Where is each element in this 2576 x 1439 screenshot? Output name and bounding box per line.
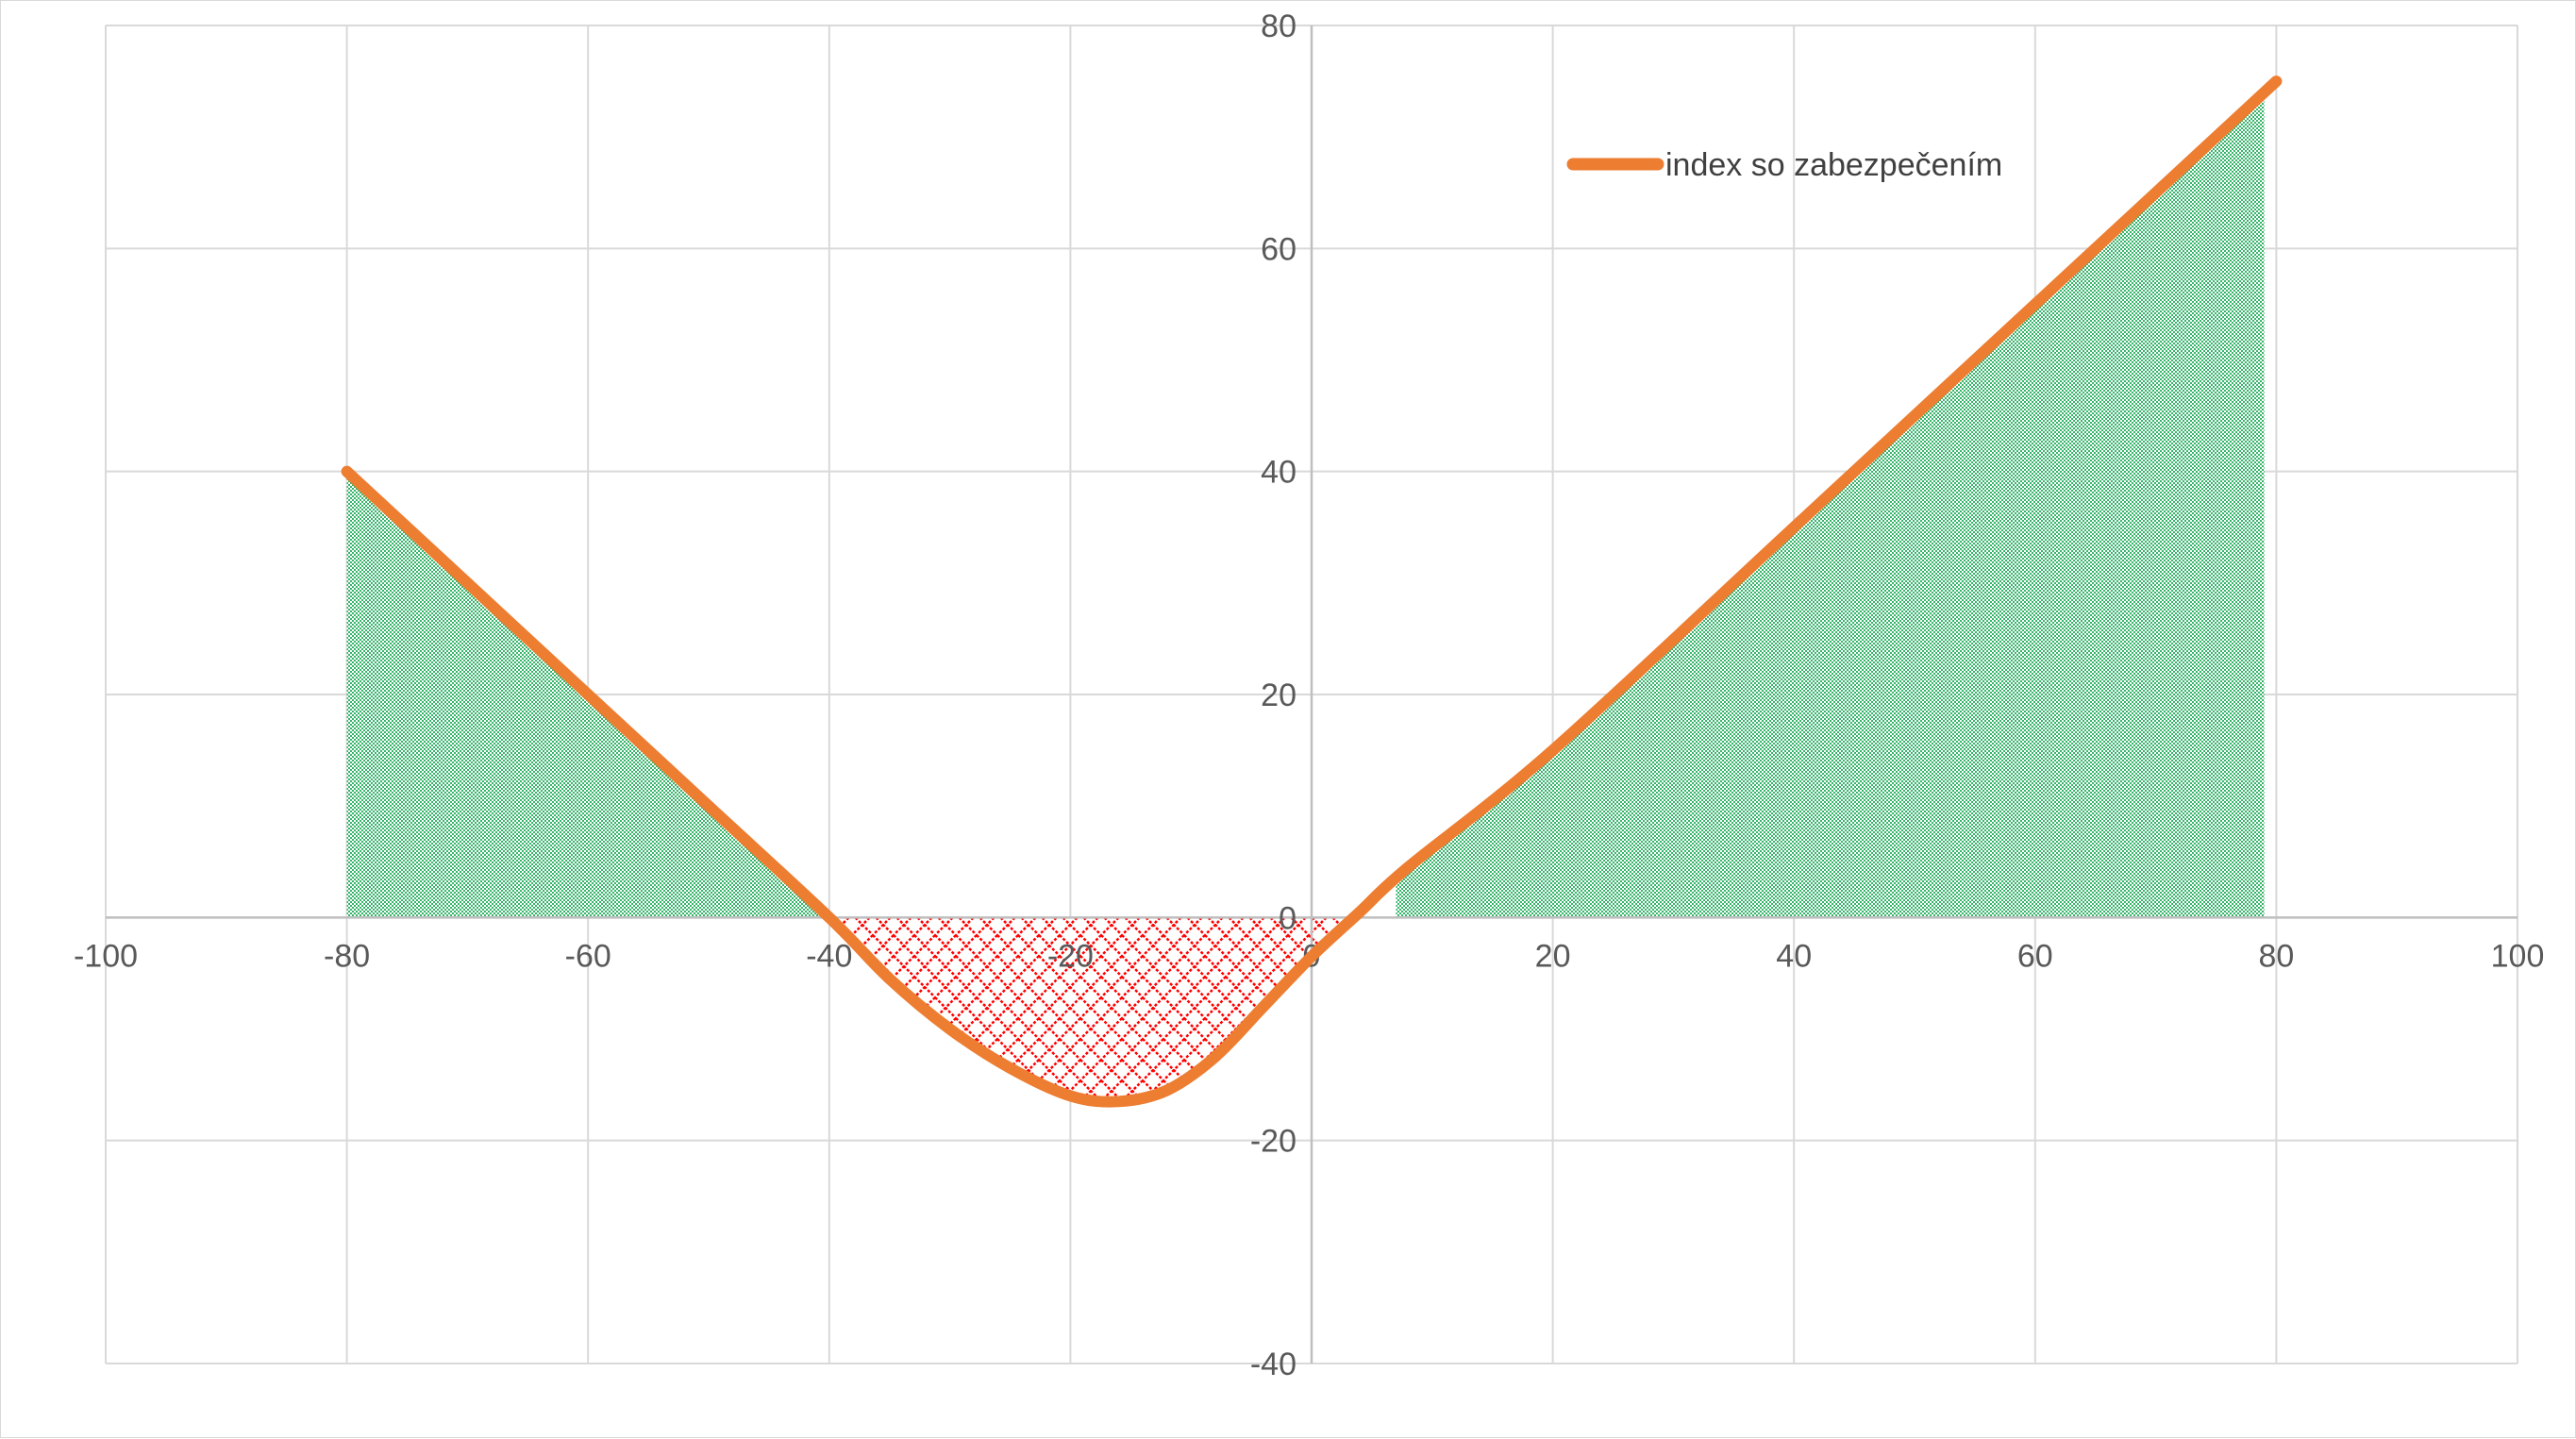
x-tick-label: 40 (1776, 938, 1812, 974)
y-tick-label: 60 (1261, 231, 1296, 267)
x-tick-label: 60 (2017, 938, 2053, 974)
tick-labels: -100 -80 -60 -40 -20 0 20 40 60 80 100-40-20020406… (74, 8, 2544, 1382)
y-tick-label: 40 (1261, 455, 1296, 491)
x-tick-label: -80 (324, 938, 370, 974)
x-tick-label: -100 (74, 938, 138, 974)
legend: index so zabezpečením (1566, 147, 2002, 183)
y-tick-label: -20 (1250, 1124, 1296, 1160)
x-tick-label: 100 (2491, 938, 2545, 974)
y-tick-label: 80 (1261, 8, 1296, 44)
x-tick-label: 20 (1535, 938, 1571, 974)
x-tick-label: -60 (565, 938, 611, 974)
loss-shaded-area (828, 917, 1361, 1101)
y-tick-label: 20 (1261, 678, 1296, 713)
legend-label: index so zabezpečením (1665, 147, 2002, 183)
x-tick-label: -40 (806, 938, 852, 974)
x-tick-label: -20 (1047, 938, 1094, 974)
y-tick-label: -40 (1250, 1347, 1296, 1382)
y-tick-label: 0 (1279, 900, 1296, 936)
x-tick-label: 80 (2258, 938, 2294, 974)
series-layer (341, 75, 2283, 1108)
series-line-index-so-zabezpecenim (341, 75, 2283, 1108)
axes (106, 25, 2517, 1364)
